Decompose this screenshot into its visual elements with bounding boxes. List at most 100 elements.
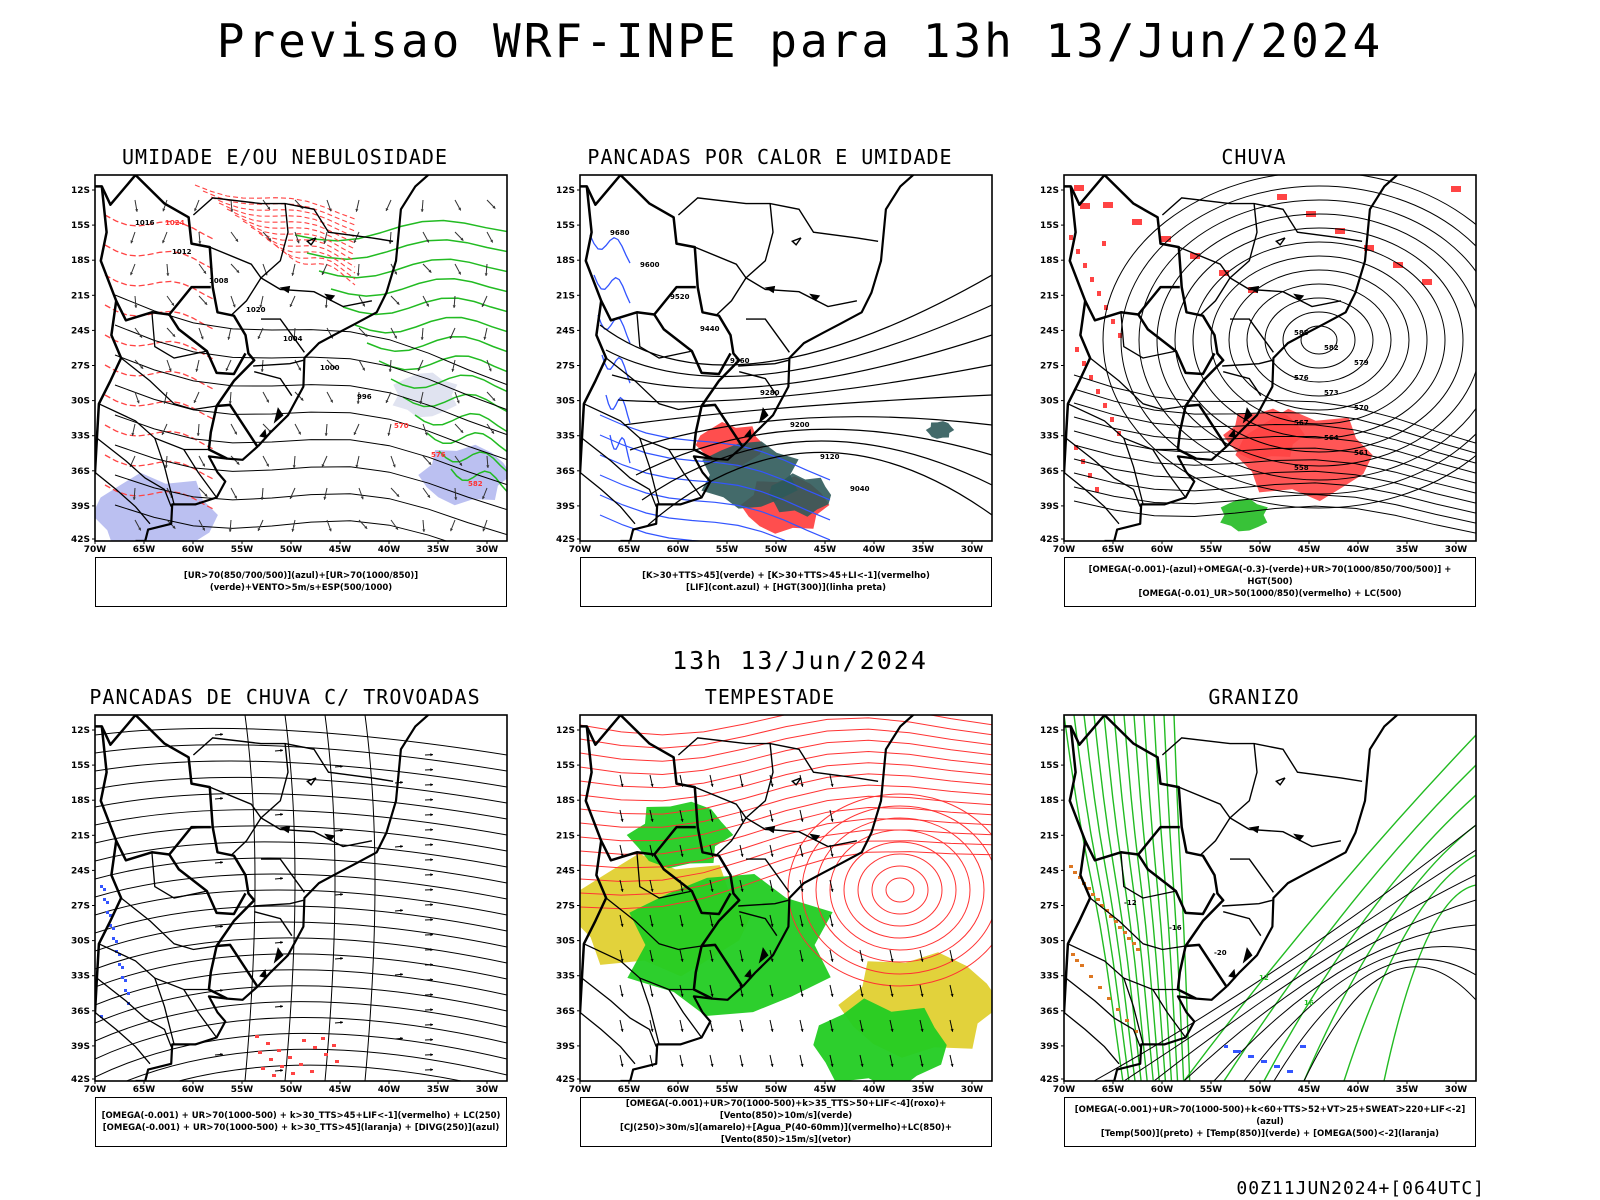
wind-vector-head [740,1063,744,1067]
lat-tick-label: 21S [71,291,90,301]
hail-blue-dot [1261,1060,1265,1063]
map-area: 585 582 579 576 573 570 567 564 561 558 12S 15S 18S 2… [1040,174,1477,555]
humidity-green-contour [438,450,507,473]
divergence-blue-dot [127,992,130,995]
wind-vector-head [204,493,208,497]
thunderstorm-red-dot [332,1044,336,1047]
wind-vector-head [171,302,175,306]
lat-tick-label: 33S [556,972,575,982]
lat-tick-label: 42S [71,535,90,545]
state-border [1230,318,1274,353]
humidity-green-contour [390,374,507,393]
wind-vector-head [430,933,433,937]
state-border [1161,197,1363,242]
lon-tick-label: 30W [476,545,499,555]
forecast-panel: UMIDADE E/OU NEBULOSIDADE 1016 1012 1008 102… [60,145,510,625]
state-border [192,197,394,242]
streamline-250 [95,969,507,1006]
lon-tick-label: 40W [863,1085,886,1095]
wind-vector-head [259,304,263,308]
wind-vector-head [830,853,834,857]
wind-vector-head [340,956,343,960]
lif-blue-contour [599,514,707,541]
thunderstorm-red-dot [310,1070,314,1073]
hgt300-contour [605,304,992,378]
wind-vector-head [280,1068,283,1072]
rain-red-speckle [1103,202,1113,208]
lon-tick-label: 65W [1102,545,1125,555]
wind-vector-head [830,1063,834,1067]
thickness-red-contour [210,196,356,232]
divergence-blue-dot [121,966,124,969]
country-border [99,726,211,862]
country-border [99,186,211,322]
hgt500-low-contour [1102,175,1476,509]
wind-vector-head [220,732,223,736]
province-border [1089,897,1186,951]
streamline-250 [95,937,507,970]
state-border [1200,277,1231,316]
wind-vector-head [650,923,654,927]
state-border [306,237,317,246]
wind-vector-head [291,272,295,276]
wind-vector-head [140,365,144,369]
wind-vector-head [400,780,403,784]
wind-vector-head [770,923,774,927]
lake [764,825,776,834]
thunderstorm-red-dot [313,1046,317,1049]
isobar-label: 1024 [165,219,185,227]
hail-blue-dot [1300,1045,1304,1048]
coastline-brazil [1226,175,1399,447]
state-border [716,817,747,856]
province-border [1152,449,1187,498]
temp500-contour [1273,958,1476,1081]
wind-vector-head [193,399,197,403]
wind-vector-head [388,369,392,372]
wind-vector-head [356,401,360,404]
wind-vector-head [740,923,744,927]
pressure-contour [114,474,507,536]
country-border [580,840,608,1017]
wind-vector-head [460,429,464,433]
legend-line: [Temp(500)](preto) + [Temp(850)](verde) … [1100,1129,1440,1139]
wind-vector-head [340,764,343,768]
rain-red-speckle [1088,473,1092,478]
pressure-contour [114,384,507,461]
wind-vector-head [430,828,433,832]
lon-tick-label: 50W [765,545,788,555]
wind-vector-head [458,207,461,211]
lat-tick-label: 18S [1040,796,1059,806]
temperature-label: -16 [1169,924,1182,932]
wind-vector-head [800,888,804,892]
province-border [151,312,208,359]
hgt300-label: 9120 [820,453,840,461]
wind-vector-head [400,844,403,848]
wind-vector-head [323,496,327,500]
hgt500-contour [1073,458,1476,504]
wind-vector-head [830,923,834,927]
wind-vector-head [770,958,774,962]
humidity-blue-area [95,472,218,541]
lat-tick-label: 21S [556,291,575,301]
hgt500-contour [1073,388,1476,454]
wind-vector-head [356,273,360,276]
lat-tick-label: 27S [556,902,575,912]
wind-vector-head [417,367,421,371]
panel-legend: [OMEGA(-0.001)+UR>70(1000-500)+k<60+TTS>… [1064,1097,1476,1147]
wind-vector-head [260,369,264,372]
wind-vector-head [203,270,207,274]
wind-vector-head [484,273,488,276]
wind-vector-head [450,528,453,532]
lake [1293,833,1305,842]
map-background [1064,715,1476,1081]
wind-vector-head [680,1063,684,1067]
wind-vector-head [490,239,493,243]
hgt500-low-contour [1210,255,1428,425]
thickness-red-contour [104,274,216,301]
province-border [580,471,636,525]
wind-vector-head [323,240,327,244]
wind-vector-head [161,431,165,435]
humidity-green-contour [402,393,507,413]
map-area: -12 -16 -20 12 16 12S 15S 18S 21S 24S 27S 30S 33S 36S… [1040,714,1477,1095]
